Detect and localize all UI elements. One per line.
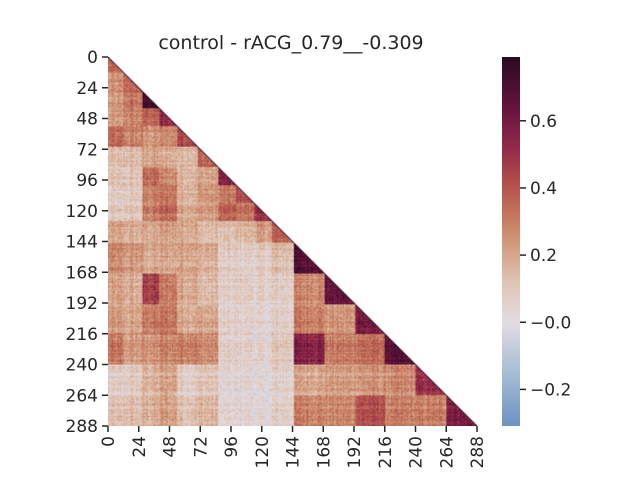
x-tick-label: 48	[161, 436, 181, 458]
y-tick-label: 48	[76, 110, 98, 130]
y-tick-label: 120	[66, 202, 98, 222]
y-tick-label: 216	[66, 325, 98, 345]
chart-title: control - rACG_0.79__-0.309	[158, 32, 423, 54]
y-tick-label: 288	[66, 417, 98, 437]
x-tick-label: 0	[99, 436, 119, 447]
colorbar-tick-label: 0.2	[530, 246, 557, 266]
x-tick-label: 192	[345, 436, 365, 468]
y-axis: 0 24 48 72 96 120 144 168 192 216 240 264 288	[66, 48, 108, 437]
colorbar-gradient	[502, 57, 520, 426]
x-tick-label: 144	[284, 436, 304, 468]
x-tick-label: 168	[314, 436, 334, 468]
x-tick-label: 24	[130, 436, 150, 458]
heatmap-cells	[108, 57, 477, 426]
y-tick-label: 96	[76, 171, 98, 191]
colorbar-tick-label: −0.0	[530, 313, 571, 333]
y-tick-label: 240	[66, 356, 98, 376]
y-tick-label: 72	[76, 140, 98, 160]
x-tick-label: 288	[468, 436, 488, 468]
colorbar-axis: −0.2 −0.0 0.2 0.4 0.6	[520, 112, 571, 400]
heatmap-image	[108, 57, 477, 426]
y-tick-label: 264	[66, 386, 98, 406]
y-tick-label: 144	[66, 233, 98, 253]
colorbar-tick-label: −0.2	[530, 380, 571, 400]
x-tick-label: 96	[222, 436, 242, 458]
x-tick-label: 264	[437, 436, 457, 468]
y-tick-label: 0	[87, 48, 98, 68]
y-tick-label: 168	[66, 263, 98, 283]
x-tick-label: 216	[376, 436, 396, 468]
colorbar-tick-label: 0.6	[530, 112, 557, 132]
colorbar-tick-label: 0.4	[530, 179, 557, 199]
x-axis: 0 24 48 72 96 120 144 168 192 216 240 264 288	[99, 426, 488, 468]
y-tick-label: 192	[66, 294, 98, 314]
y-tick-label: 24	[76, 79, 98, 99]
colorbar	[502, 57, 520, 426]
x-tick-label: 240	[407, 436, 427, 468]
x-tick-label: 120	[253, 436, 273, 468]
x-tick-label: 72	[191, 436, 211, 458]
